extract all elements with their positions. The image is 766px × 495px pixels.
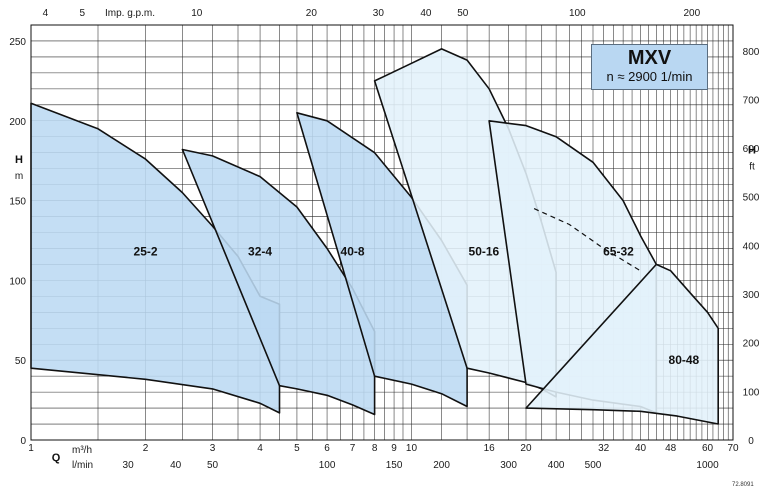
x-top-tick-label: 4 [43,8,49,19]
x-lmin-tick-label: 40 [170,460,182,471]
x-top-tick-label: 100 [569,8,586,19]
x-m3h-tick-label: 7 [350,443,356,454]
y-right-tick-label: 300 [743,290,760,301]
y-axis-unit-left: m [15,171,23,182]
x-m3h-tick-label: 1 [28,443,34,454]
x-m3h-tick-label: 8 [372,443,378,454]
x-top-tick-label: 200 [683,8,700,19]
x-top-tick-label: 50 [457,8,469,19]
x-lmin-tick-label: 100 [319,460,336,471]
chart-title: MXV [627,47,672,69]
x-m3h-tick-label: 3 [210,443,216,454]
y-tick-label: 0 [20,436,26,447]
x-m3h-tick-label: 10 [406,443,418,454]
x-lmin-tick-label: 30 [123,460,135,471]
x-m3h-tick-label: 40 [635,443,647,454]
series-label-65-32: 65-32 [603,245,634,259]
footnote: 72.8091 [732,482,754,488]
x-m3h-tick-label: 4 [257,443,263,454]
y-tick-label: 250 [9,37,26,48]
y-axis-label-left: H [15,154,23,166]
x-m3h-tick-label: 32 [598,443,610,454]
x-m3h-tick-label: 9 [391,443,397,454]
y-axis-unit-right: ft [749,161,755,172]
x-m3h-tick-label: 16 [484,443,496,454]
series-area-80-48 [525,263,719,425]
x-top-tick-label: 30 [373,8,385,19]
y-tick-label: 50 [15,356,27,367]
y-tick-label: 150 [9,197,26,208]
x-lmin-tick-label: 1000 [696,460,719,471]
y-right-tick-label: 0 [748,436,754,447]
x-lmin-tick-label: 500 [585,460,602,471]
y-tick-label: 100 [9,276,26,287]
y-right-tick-label: 400 [743,241,760,252]
x-m3h-tick-label: 2 [143,443,149,454]
y-right-tick-label: 600 [743,144,760,155]
y-right-tick-label: 200 [743,339,760,350]
x-lmin-tick-label: 400 [548,460,565,471]
y-right-tick-label: 700 [743,95,760,106]
x-m3h-tick-label: 5 [294,443,300,454]
x-lmin-tick-label: 150 [386,460,403,471]
x-top-tick-label: 5 [80,8,86,19]
x-top-tick-label: 20 [306,8,318,19]
x-lmin-tick-label: 300 [500,460,517,471]
series-label-25-2: 25-2 [134,245,158,259]
x-top-axis-label: Imp. g.p.m. [105,8,155,19]
y-right-tick-label: 800 [743,47,760,58]
chart-subtitle: n ≈ 2900 1/min [606,69,693,84]
series-label-50-16: 50-16 [469,245,500,259]
x-m3h-tick-label: 6 [324,443,330,454]
x-m3h-tick-label: 60 [702,443,714,454]
series-label-40-8: 40-8 [341,245,365,259]
x-m3h-tick-label: 20 [520,443,532,454]
y-right-tick-label: 500 [743,193,760,204]
x-m3h-tick-label: 48 [665,443,677,454]
dashed-curve-65-32 [533,208,641,272]
plot-frame [30,24,734,441]
x-lmin-tick-label: 50 [207,460,219,471]
y-right-tick-label: 100 [743,387,760,398]
y-axis-label-right: H [748,145,756,157]
chart-title-box: MXV n ≈ 2900 1/min [591,44,708,90]
x-axis-label: Q [52,452,61,464]
x-top-tick-label: 40 [420,8,432,19]
x-axis-unit-lmin: l/min [72,460,93,471]
x-lmin-tick-label: 200 [433,460,450,471]
x-top-tick-label: 10 [191,8,203,19]
y-tick-label: 200 [9,117,26,128]
series-label-80-48: 80-48 [669,353,700,367]
x-m3h-tick-label: 70 [727,443,739,454]
series-label-32-4: 32-4 [248,245,272,259]
x-axis-unit-m3h: m³/h [72,445,92,456]
